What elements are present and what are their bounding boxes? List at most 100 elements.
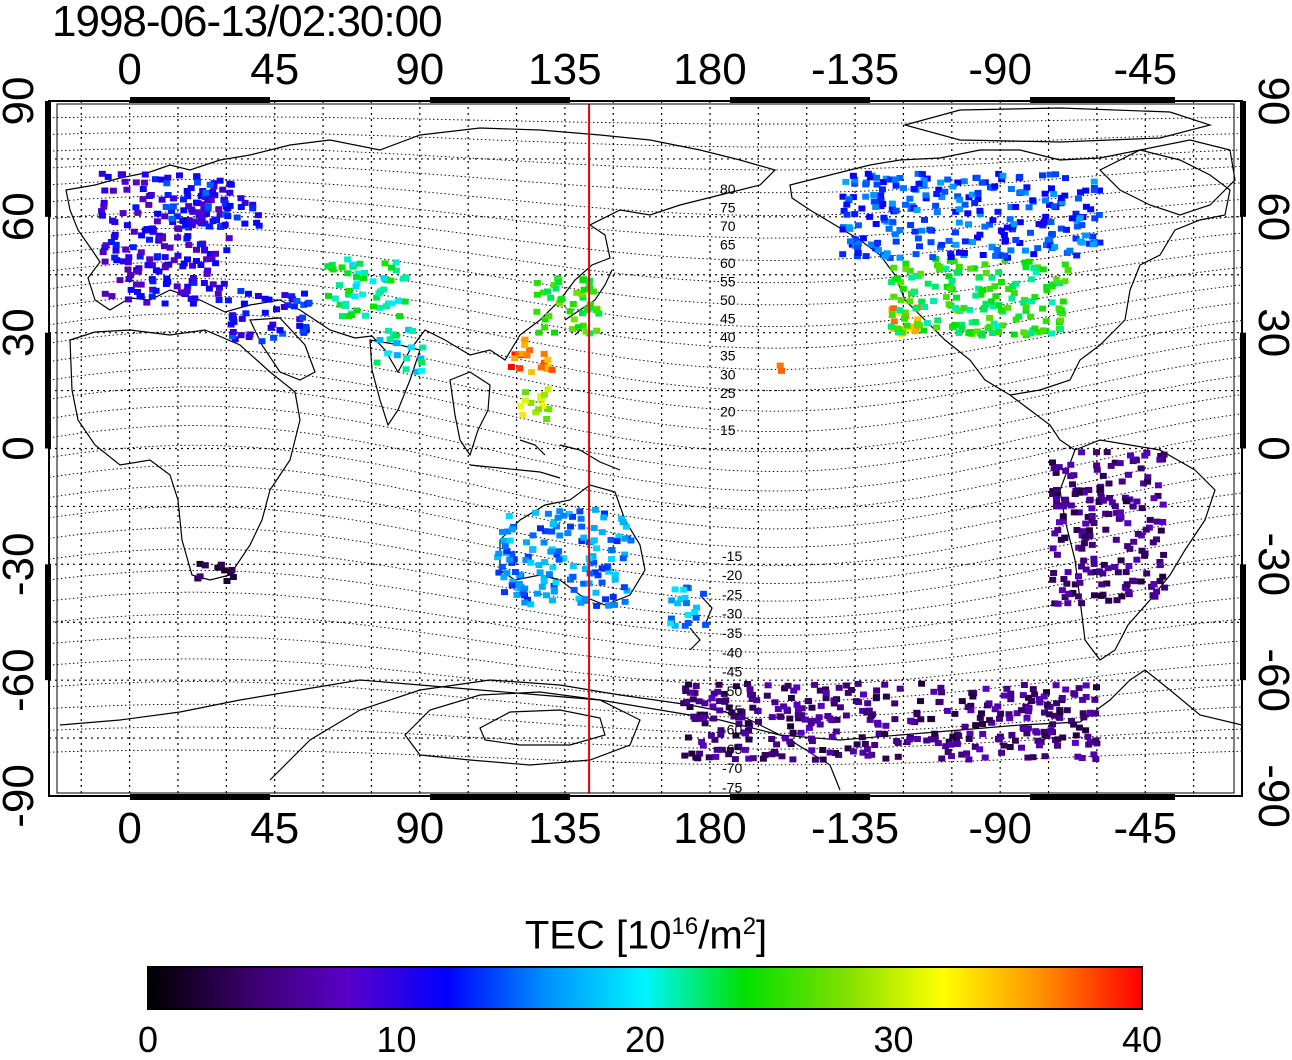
tec-cell — [997, 227, 1005, 234]
tec-cell — [1010, 221, 1018, 228]
tec-cell — [1061, 261, 1069, 268]
mlat-label: 40 — [720, 329, 736, 345]
tec-cell — [917, 270, 925, 277]
tec-cell — [405, 326, 413, 333]
tec-cell — [716, 707, 724, 714]
tec-cell — [917, 716, 925, 723]
tec-cell — [914, 235, 922, 242]
tec-cell — [504, 528, 512, 535]
tec-cell — [1023, 730, 1031, 737]
tec-cell — [1074, 753, 1082, 760]
tec-cell — [521, 397, 529, 404]
mlat-label: 35 — [720, 348, 736, 364]
tec-cell — [1043, 689, 1050, 696]
tec-cell — [145, 201, 153, 208]
tec-cell — [949, 733, 957, 740]
tec-cell — [1041, 218, 1049, 225]
tec-cell — [1001, 238, 1009, 245]
tec-cell — [981, 261, 989, 268]
tec-cell — [692, 683, 700, 689]
tec-cell — [111, 254, 119, 261]
tec-cell — [180, 196, 187, 203]
tec-cell — [168, 215, 176, 222]
tec-cell — [1088, 505, 1096, 512]
tec-cell — [976, 211, 984, 218]
tec-cell — [840, 207, 848, 214]
tec-cell — [843, 201, 851, 208]
tec-cell — [942, 294, 950, 301]
tec-cell — [603, 564, 611, 571]
tec-cell — [682, 685, 690, 692]
tec-cell — [691, 609, 699, 616]
tec-cell — [522, 389, 529, 396]
tec-cell — [183, 288, 191, 294]
tec-cell — [1054, 742, 1061, 749]
tec-cell — [265, 296, 273, 303]
tec-cell — [132, 204, 140, 211]
tec-cell — [387, 277, 395, 284]
tec-cell — [923, 737, 931, 744]
tec-cell — [226, 189, 234, 196]
tec-cell — [970, 265, 978, 272]
tec-cell — [717, 727, 725, 734]
tec-cell — [1022, 247, 1029, 254]
tec-cell — [891, 700, 899, 707]
tec-cell — [745, 736, 753, 743]
tec-cell — [590, 525, 598, 531]
lat-label-left: 90 — [0, 77, 43, 126]
tec-cell — [938, 689, 946, 696]
tec-cell — [1071, 581, 1079, 588]
tec-cell — [1027, 330, 1035, 337]
tec-cell — [1144, 474, 1152, 481]
tec-cell — [992, 293, 1000, 300]
tec-cell — [1099, 497, 1107, 504]
tec-cell — [112, 247, 120, 254]
tec-cell — [1042, 197, 1049, 204]
tec-cell — [611, 601, 618, 608]
tec-cell — [1061, 496, 1069, 503]
tec-cell — [582, 328, 590, 335]
tec-cell — [882, 175, 890, 182]
tec-cell — [200, 205, 208, 212]
tec-cell — [221, 567, 229, 574]
tec-cell — [1064, 267, 1072, 273]
tec-cell — [384, 350, 392, 357]
tec-cell — [948, 753, 955, 760]
tec-cell — [1008, 295, 1016, 302]
mlat-contour — [49, 485, 1242, 567]
tec-cell — [955, 732, 963, 739]
tec-cell — [988, 244, 996, 251]
tec-cell — [1031, 691, 1039, 698]
tec-cell — [822, 686, 830, 693]
tec-cell — [166, 244, 174, 251]
tec-cell — [175, 225, 183, 232]
tec-cell — [1067, 473, 1075, 480]
tec-cell — [578, 538, 586, 545]
tec-cell — [174, 234, 182, 241]
tec-cell — [1140, 480, 1148, 487]
tec-cell — [134, 209, 142, 216]
tec-cell — [738, 714, 746, 721]
tec-cell — [915, 180, 923, 187]
tec-cell — [1112, 536, 1120, 543]
tec-cell — [569, 563, 577, 570]
tec-cell — [550, 588, 558, 595]
tec-cell — [615, 533, 623, 540]
tec-cell — [1046, 242, 1054, 249]
tec-cell — [930, 688, 938, 695]
tec-cell — [569, 513, 576, 520]
tec-cell — [237, 288, 245, 294]
tec-cell — [933, 209, 941, 216]
tec-cell — [687, 689, 694, 696]
map-frame-inner — [56, 103, 1235, 794]
tec-cell — [377, 288, 384, 295]
tec-cell — [147, 227, 155, 233]
tec-cell — [971, 743, 979, 750]
tec-cell — [808, 738, 816, 745]
tec-cell — [241, 199, 249, 206]
tec-cell — [1157, 527, 1165, 534]
tec-cell — [1125, 471, 1132, 478]
tec-cell — [892, 207, 900, 214]
tec-cell — [1072, 235, 1080, 242]
tec-cell — [833, 716, 841, 723]
